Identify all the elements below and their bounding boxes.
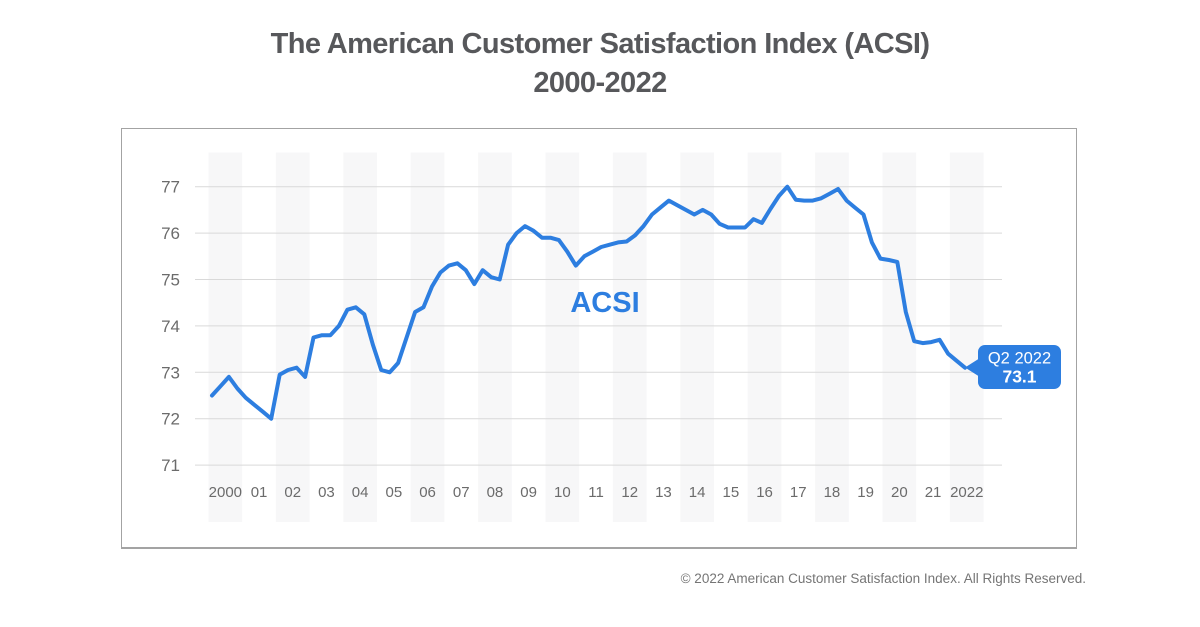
year-band [949,152,984,522]
x-tick-label: 01 [251,484,268,501]
x-tick-label: 11 [588,484,604,501]
x-tick-label: 2022 [950,484,983,501]
year-band [747,152,782,522]
chart-title-line1: The American Customer Satisfaction Index… [270,28,930,60]
y-tick-label: 72 [161,410,180,429]
x-tick-label: 04 [352,484,369,501]
x-tick-label: 12 [621,484,638,501]
chart-svg: 77 76 75 74 73 72 71 2000 01 02 03 04 05 06 07 08 09 10 1… [161,152,1061,522]
x-tick-label: 13 [655,484,672,501]
x-tick-label: 21 [925,484,942,501]
y-tick-label: 71 [161,456,180,475]
callout-arrow-icon [965,358,980,377]
x-tick-label: 14 [689,484,706,501]
year-band [612,152,647,522]
chart-title-line2: 2000-2022 [533,67,667,99]
y-axis-labels-group: 77 76 75 74 73 72 71 [161,178,180,475]
y-tick-label: 74 [161,317,180,336]
x-tick-label: 02 [284,484,301,501]
x-tick-label: 20 [891,484,908,501]
copyright-note: © 2022 American Customer Satisfaction In… [680,571,1086,586]
acsi-line[interactable] [210,184,967,421]
year-band [410,152,445,522]
y-tick-label: 73 [161,363,180,382]
year-band [545,152,580,522]
y-tick-label: 76 [161,224,180,243]
gridlines-group [195,186,1002,466]
chart-panel: 77 76 75 74 73 72 71 2000 01 02 03 04 05 06 07 08 09 10 1… [121,128,1077,549]
x-tick-label: 15 [723,484,740,501]
callout: Q2 2022 73.1 [965,345,1061,389]
year-band [478,152,512,522]
x-tick-label: 06 [419,484,436,501]
x-tick-label: 17 [790,484,807,501]
year-band [815,152,849,522]
year-bands-group [208,152,984,522]
y-tick-label: 75 [161,271,180,290]
callout-period-label: Q2 2022 [988,350,1051,368]
x-tick-label: 10 [554,484,571,501]
x-tick-label: 05 [386,484,403,501]
x-tick-label: 19 [857,484,874,501]
year-band [275,152,310,522]
year-band [208,152,243,522]
x-tick-label: 16 [756,484,773,501]
callout-value-label: 73.1 [1002,367,1036,387]
x-tick-label: 07 [453,484,470,501]
x-axis-labels-group: 2000 01 02 03 04 05 06 07 08 09 10 11 12 13 14 15 16 17 18… [209,484,984,501]
year-band [882,152,917,522]
series-inline-label: ACSI [570,287,639,319]
x-tick-label: 09 [520,484,537,501]
y-tick-label: 77 [161,178,180,197]
chart-title: The American Customer Satisfaction Index… [0,0,1200,103]
callout-bubble [978,345,1061,389]
x-tick-label: 08 [487,484,504,501]
x-tick-label: 03 [318,484,335,501]
x-tick-label: 2000 [209,484,242,501]
x-tick-label: 18 [824,484,841,501]
